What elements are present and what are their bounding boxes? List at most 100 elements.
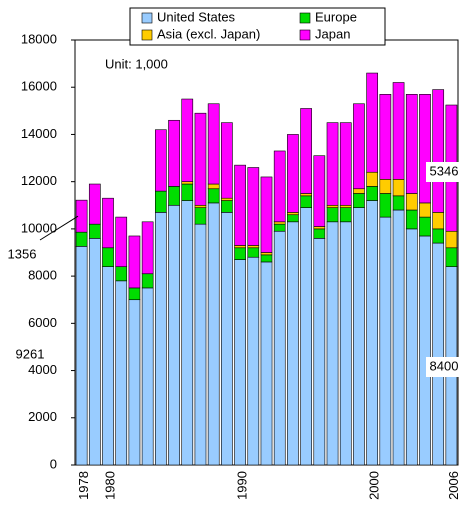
bar-segment [300, 193, 312, 197]
bar-segment [102, 197, 114, 249]
y-tick-label: 16000 [21, 79, 57, 94]
bar-segment [379, 94, 392, 180]
bar-segment [419, 235, 431, 466]
bar-segment [247, 167, 260, 246]
bar-segment [287, 221, 299, 466]
bar-segment [339, 221, 352, 466]
bar-segment [88, 183, 101, 225]
bar-segment [115, 216, 128, 267]
y-tick-label: 8000 [28, 268, 57, 283]
y-tick-label: 0 [50, 456, 57, 471]
bar-segment [128, 287, 141, 301]
data-label-box [10, 345, 50, 365]
bar-segment [168, 186, 180, 206]
x-tick-label: 1980 [102, 471, 117, 500]
bar-segment [366, 171, 379, 187]
bar-segment [260, 261, 273, 466]
bar-segment [102, 247, 114, 267]
bar-segment [339, 122, 352, 206]
bar-segment [419, 202, 431, 218]
bar-segment [234, 247, 246, 260]
y-tick-label: 10000 [21, 220, 57, 235]
legend-swatch [141, 29, 153, 41]
bar-segment [432, 89, 445, 213]
bar-segment [405, 228, 418, 466]
legend-label: Japan [315, 26, 350, 41]
data-label-box [2, 245, 42, 265]
bar-segment [300, 108, 312, 194]
x-tick-label: 2000 [367, 471, 382, 500]
bar-segment [115, 280, 128, 466]
y-tick-label: 4000 [28, 362, 57, 377]
bar-segment [392, 195, 405, 211]
bar-segment [326, 204, 339, 208]
bar-segment [326, 221, 339, 466]
bar-segment [419, 216, 431, 237]
bar-segment [273, 223, 286, 232]
bar-segment [405, 209, 418, 230]
bar-segment [88, 238, 101, 466]
bar-segment [300, 195, 312, 208]
legend-label: United States [157, 9, 236, 24]
bar-segment [326, 207, 339, 223]
bar-segment [379, 216, 392, 466]
bar-segment [392, 82, 405, 180]
bar-segment [247, 247, 260, 258]
bar-segment [366, 186, 379, 201]
bar-segment [75, 231, 88, 247]
bar-segment [194, 112, 207, 206]
bar-segment [247, 256, 260, 466]
bar-segment [432, 212, 445, 230]
bar-segment [194, 223, 207, 466]
y-tick-label: 14000 [21, 126, 57, 141]
bar-segment [353, 207, 365, 466]
bar-segment [181, 181, 194, 185]
bar-segment [260, 254, 273, 263]
bar-segment [154, 190, 167, 213]
bar-segment [419, 94, 431, 204]
legend-label: Asia (excl. Japan) [157, 26, 260, 41]
bar-segment [273, 150, 286, 223]
bar-segment [194, 204, 207, 208]
bar-segment [432, 242, 445, 466]
bar-segment [168, 204, 180, 466]
bar-segment [405, 193, 418, 211]
bar-segment [313, 238, 326, 466]
bar-segment [379, 193, 392, 218]
bar-segment [194, 207, 207, 225]
bar-segment [221, 197, 233, 201]
bar-segment [273, 230, 286, 466]
bar-segment [326, 122, 339, 206]
x-tick-label: 2006 [446, 471, 461, 500]
bar-segment [339, 204, 352, 208]
bar-segment [300, 207, 312, 466]
bar-segment [181, 200, 194, 466]
bar-segment [234, 259, 246, 466]
x-tick-label: 1978 [76, 471, 91, 500]
bar-segment [313, 226, 326, 230]
bar-segment [154, 212, 167, 466]
bar-segment [88, 223, 101, 239]
bar-segment [353, 103, 365, 190]
x-tick-label: 1990 [235, 471, 250, 500]
bar-segment [207, 202, 220, 466]
bar-segment [141, 287, 154, 466]
bar-segment [392, 209, 405, 466]
bar-segment [260, 176, 273, 253]
bar-segment [102, 266, 114, 466]
legend-swatch [141, 12, 153, 24]
bar-segment [353, 188, 365, 194]
bar-segment [181, 183, 194, 201]
data-label: 5346 [430, 163, 459, 178]
bar-segment [392, 179, 405, 197]
bar-segment [128, 235, 141, 289]
legend-swatch [299, 29, 311, 41]
bar-segment [273, 221, 286, 225]
bar-segment [247, 245, 260, 249]
bar-segment [221, 122, 233, 199]
bar-segment [287, 134, 299, 213]
label-leader [39, 215, 79, 241]
data-label: 9261 [16, 346, 45, 361]
bar-segment [234, 164, 246, 246]
